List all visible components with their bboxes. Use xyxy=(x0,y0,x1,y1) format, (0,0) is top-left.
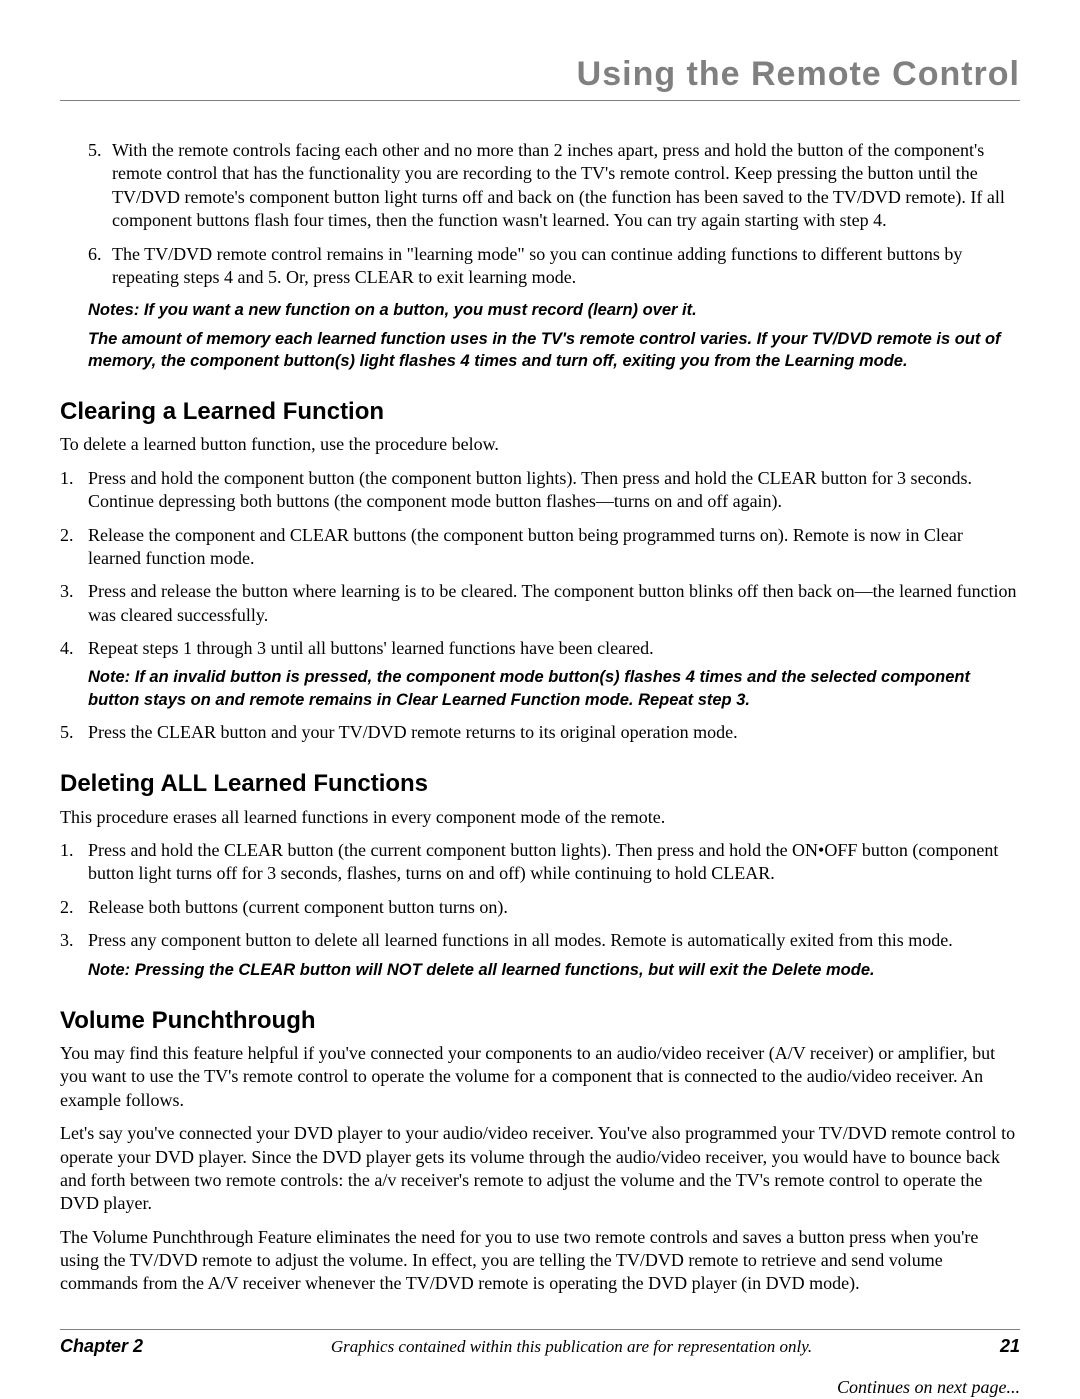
volume-heading: Volume Punchthrough xyxy=(60,1005,1020,1036)
page-footer: Chapter 2 Graphics contained within this… xyxy=(60,1315,1020,1357)
clearing-step-3-text: Press and release the button where learn… xyxy=(88,581,1017,624)
top-step-5-text: With the remote controls facing each oth… xyxy=(112,140,1005,230)
clearing-step-2-text: Release the component and CLEAR buttons … xyxy=(88,525,963,568)
volume-para-3: The Volume Punchthrough Feature eliminat… xyxy=(60,1226,1020,1296)
deleting-step-3-text: Press any component button to delete all… xyxy=(88,930,953,950)
top-step-6: The TV/DVD remote control remains in "le… xyxy=(88,243,1020,290)
deleting-step-1-text: Press and hold the CLEAR button (the cur… xyxy=(88,840,998,883)
clearing-intro: To delete a learned button function, use… xyxy=(60,433,1020,456)
page: Using the Remote Control With the remote… xyxy=(0,0,1080,1397)
page-content: With the remote controls facing each oth… xyxy=(60,139,1020,1399)
clearing-step-4-text: Repeat steps 1 through 3 until all butto… xyxy=(88,638,654,658)
clearing-step-5: Press the CLEAR button and your TV/DVD r… xyxy=(60,721,1020,744)
footer-row: Chapter 2 Graphics contained within this… xyxy=(60,1329,1020,1357)
deleting-heading: Deleting ALL Learned Functions xyxy=(60,768,1020,799)
deleting-step-3-note: Note: Pressing the CLEAR button will NOT… xyxy=(88,959,1020,981)
continues-text: Continues on next page... xyxy=(60,1376,1020,1399)
deleting-step-1: Press and hold the CLEAR button (the cur… xyxy=(60,839,1020,886)
deleting-step-2: Release both buttons (current component … xyxy=(60,896,1020,919)
footer-page-number: 21 xyxy=(1000,1336,1020,1357)
top-step-6-text: The TV/DVD remote control remains in "le… xyxy=(112,244,962,287)
clearing-list: Press and hold the component button (the… xyxy=(60,467,1020,745)
footer-center: Graphics contained within this publicati… xyxy=(143,1337,1000,1357)
clearing-step-5-text: Press the CLEAR button and your TV/DVD r… xyxy=(88,722,738,742)
clearing-step-3: Press and release the button where learn… xyxy=(60,580,1020,627)
top-note-1: Notes: If you want a new function on a b… xyxy=(60,299,1020,321)
deleting-step-3: Press any component button to delete all… xyxy=(60,929,1020,981)
top-step-5: With the remote controls facing each oth… xyxy=(88,139,1020,233)
deleting-list: Press and hold the CLEAR button (the cur… xyxy=(60,839,1020,981)
clearing-step-2: Release the component and CLEAR buttons … xyxy=(60,524,1020,571)
page-header-title: Using the Remote Control xyxy=(60,55,1020,101)
footer-chapter: Chapter 2 xyxy=(60,1336,143,1357)
deleting-intro: This procedure erases all learned functi… xyxy=(60,806,1020,829)
clearing-step-1: Press and hold the component button (the… xyxy=(60,467,1020,514)
top-note-2: The amount of memory each learned functi… xyxy=(60,328,1020,373)
clearing-step-1-text: Press and hold the component button (the… xyxy=(88,468,972,511)
top-steps-list: With the remote controls facing each oth… xyxy=(60,139,1020,289)
clearing-step-4-note: Note: If an invalid button is pressed, t… xyxy=(88,666,1020,711)
volume-para-2: Let's say you've connected your DVD play… xyxy=(60,1122,1020,1216)
clearing-heading: Clearing a Learned Function xyxy=(60,396,1020,427)
deleting-step-2-text: Release both buttons (current component … xyxy=(88,897,508,917)
clearing-step-4: Repeat steps 1 through 3 until all butto… xyxy=(60,637,1020,711)
volume-para-1: You may find this feature helpful if you… xyxy=(60,1042,1020,1112)
